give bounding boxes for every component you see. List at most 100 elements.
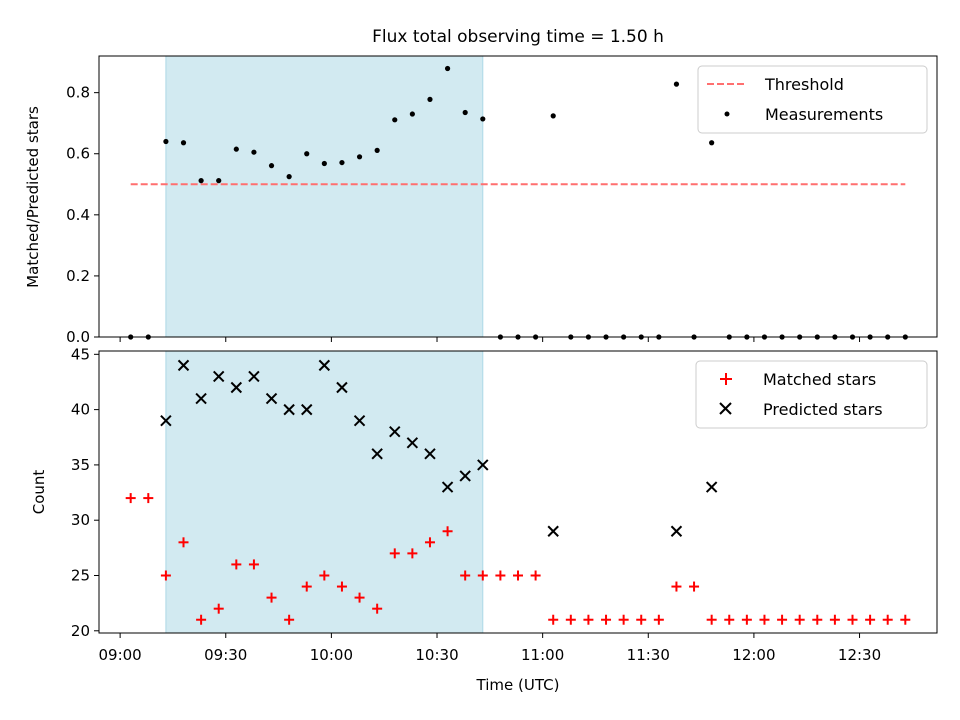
predicted-legend-label: Predicted stars (763, 400, 883, 419)
bottom-y-ticks: 20 25 30 35 40 45 (71, 345, 99, 640)
matched-star-point (248, 559, 259, 570)
matched-star-point (389, 548, 400, 559)
matched-star-point (231, 559, 242, 570)
matched-legend-swatch (720, 373, 732, 385)
x-b (160, 414, 172, 427)
measurement-point (233, 146, 239, 152)
predicted-star-point (441, 481, 454, 493)
x-axis-label: Time (UTC) (476, 676, 560, 694)
matched-star-point (213, 603, 224, 614)
x-b (547, 525, 559, 537)
measurement-point (673, 81, 680, 87)
y-tick-label: 40 (71, 401, 90, 419)
matched-star-point (407, 548, 418, 559)
matched-star-point (513, 570, 523, 581)
matched-star-point (442, 526, 453, 537)
predicted-star-point (459, 470, 471, 482)
matched-star-point (125, 493, 136, 504)
measurement-point (163, 138, 169, 145)
matched-star-point (900, 614, 911, 625)
predicted-star-point (265, 392, 278, 405)
top-legend-box (697, 65, 928, 134)
measurement-point (550, 113, 556, 119)
y-tick-label: 0.2 (66, 267, 90, 285)
measurement-point (286, 174, 292, 180)
x-b (441, 481, 454, 493)
y-tick-label: 35 (71, 456, 90, 474)
predicted-legend-swatch (719, 402, 732, 415)
matched-star-point (741, 614, 752, 625)
measurement-point (356, 154, 363, 160)
x-b (336, 381, 348, 394)
matched-star-point (777, 614, 788, 625)
matched-star-point (882, 614, 893, 625)
top-panel: 0.00.20.40.60.8 Matched/Predicted stars … (24, 55, 938, 346)
x-b (353, 414, 366, 427)
y-tick-label: 45 (71, 345, 90, 363)
x-b (424, 448, 436, 460)
matched-star-point (759, 614, 770, 625)
matched-star-point (671, 581, 682, 592)
top-legend: Threshold Measurements (697, 65, 928, 134)
matched-star-point (794, 614, 805, 625)
matched-star-point (601, 614, 612, 625)
matched-star-point (143, 493, 154, 504)
predicted-star-point (705, 481, 718, 493)
matched-star-point (812, 614, 823, 625)
measurement-point (444, 65, 451, 72)
measurements-legend-label: Measurements (765, 105, 883, 124)
matched-star-point (354, 592, 365, 603)
matched-star-point (618, 614, 629, 625)
matched-star-point (724, 614, 735, 625)
measurement-point (198, 178, 204, 184)
x-tick-label: 09:30 (204, 646, 247, 664)
matched-star-point (160, 570, 171, 581)
matched-star-point (477, 570, 488, 581)
measurement-point (268, 163, 275, 169)
measurement-point (216, 178, 222, 184)
x-b (477, 459, 489, 471)
y-tick-label: 25 (71, 566, 90, 584)
y-tick-label: 0.6 (66, 145, 90, 163)
predicted-star-point (177, 359, 190, 372)
matched-star-point (865, 614, 876, 625)
bottom-legend: Matched stars Predicted stars (695, 360, 928, 429)
x-tick-label: 12:30 (838, 646, 881, 664)
x-tick-label: 10:00 (310, 646, 353, 664)
x-b (248, 370, 260, 383)
y-tick-label: 0.4 (66, 206, 90, 224)
bottom-plot-frame (98, 350, 938, 634)
x-b (389, 426, 401, 438)
x-b (318, 359, 331, 372)
measurement-point (427, 96, 433, 102)
x-tick-label: 11:00 (521, 646, 564, 664)
matched-star-point (424, 537, 435, 548)
matched-legend-label: Matched stars (763, 370, 876, 389)
matched-star-point (178, 537, 189, 548)
matched-star-point (565, 614, 576, 625)
matched-star-point (284, 614, 295, 625)
y-tick-label: 0.8 (66, 84, 90, 102)
bottom-x-ticks: 09:00 09:30 10:00 10:30 11:00 11:30 12:00 12:30 (99, 633, 881, 664)
measurement-point (462, 109, 468, 116)
matched-star-point (336, 581, 347, 592)
measurement-point (709, 140, 715, 146)
matched-star-point (372, 603, 383, 614)
x-b (195, 392, 207, 405)
x-tick-label: 12:00 (732, 646, 775, 664)
matched-star-point (636, 614, 647, 625)
predicted-star-point (424, 448, 436, 460)
predicted-star-point (477, 459, 489, 471)
matched-star-point (495, 570, 506, 581)
top-y-ticks: 0.0 0.2 0.4 0.6 0.8 (66, 84, 99, 346)
measurement-point (339, 159, 345, 166)
matched-star-point (196, 614, 207, 625)
matched-star-point (706, 614, 717, 625)
predicted-star-point (213, 370, 225, 383)
y-tick-label: 30 (71, 511, 90, 529)
matched-star-point (266, 592, 277, 603)
matched-star-point (530, 570, 541, 581)
x-b (265, 392, 278, 405)
x-b (213, 370, 225, 383)
